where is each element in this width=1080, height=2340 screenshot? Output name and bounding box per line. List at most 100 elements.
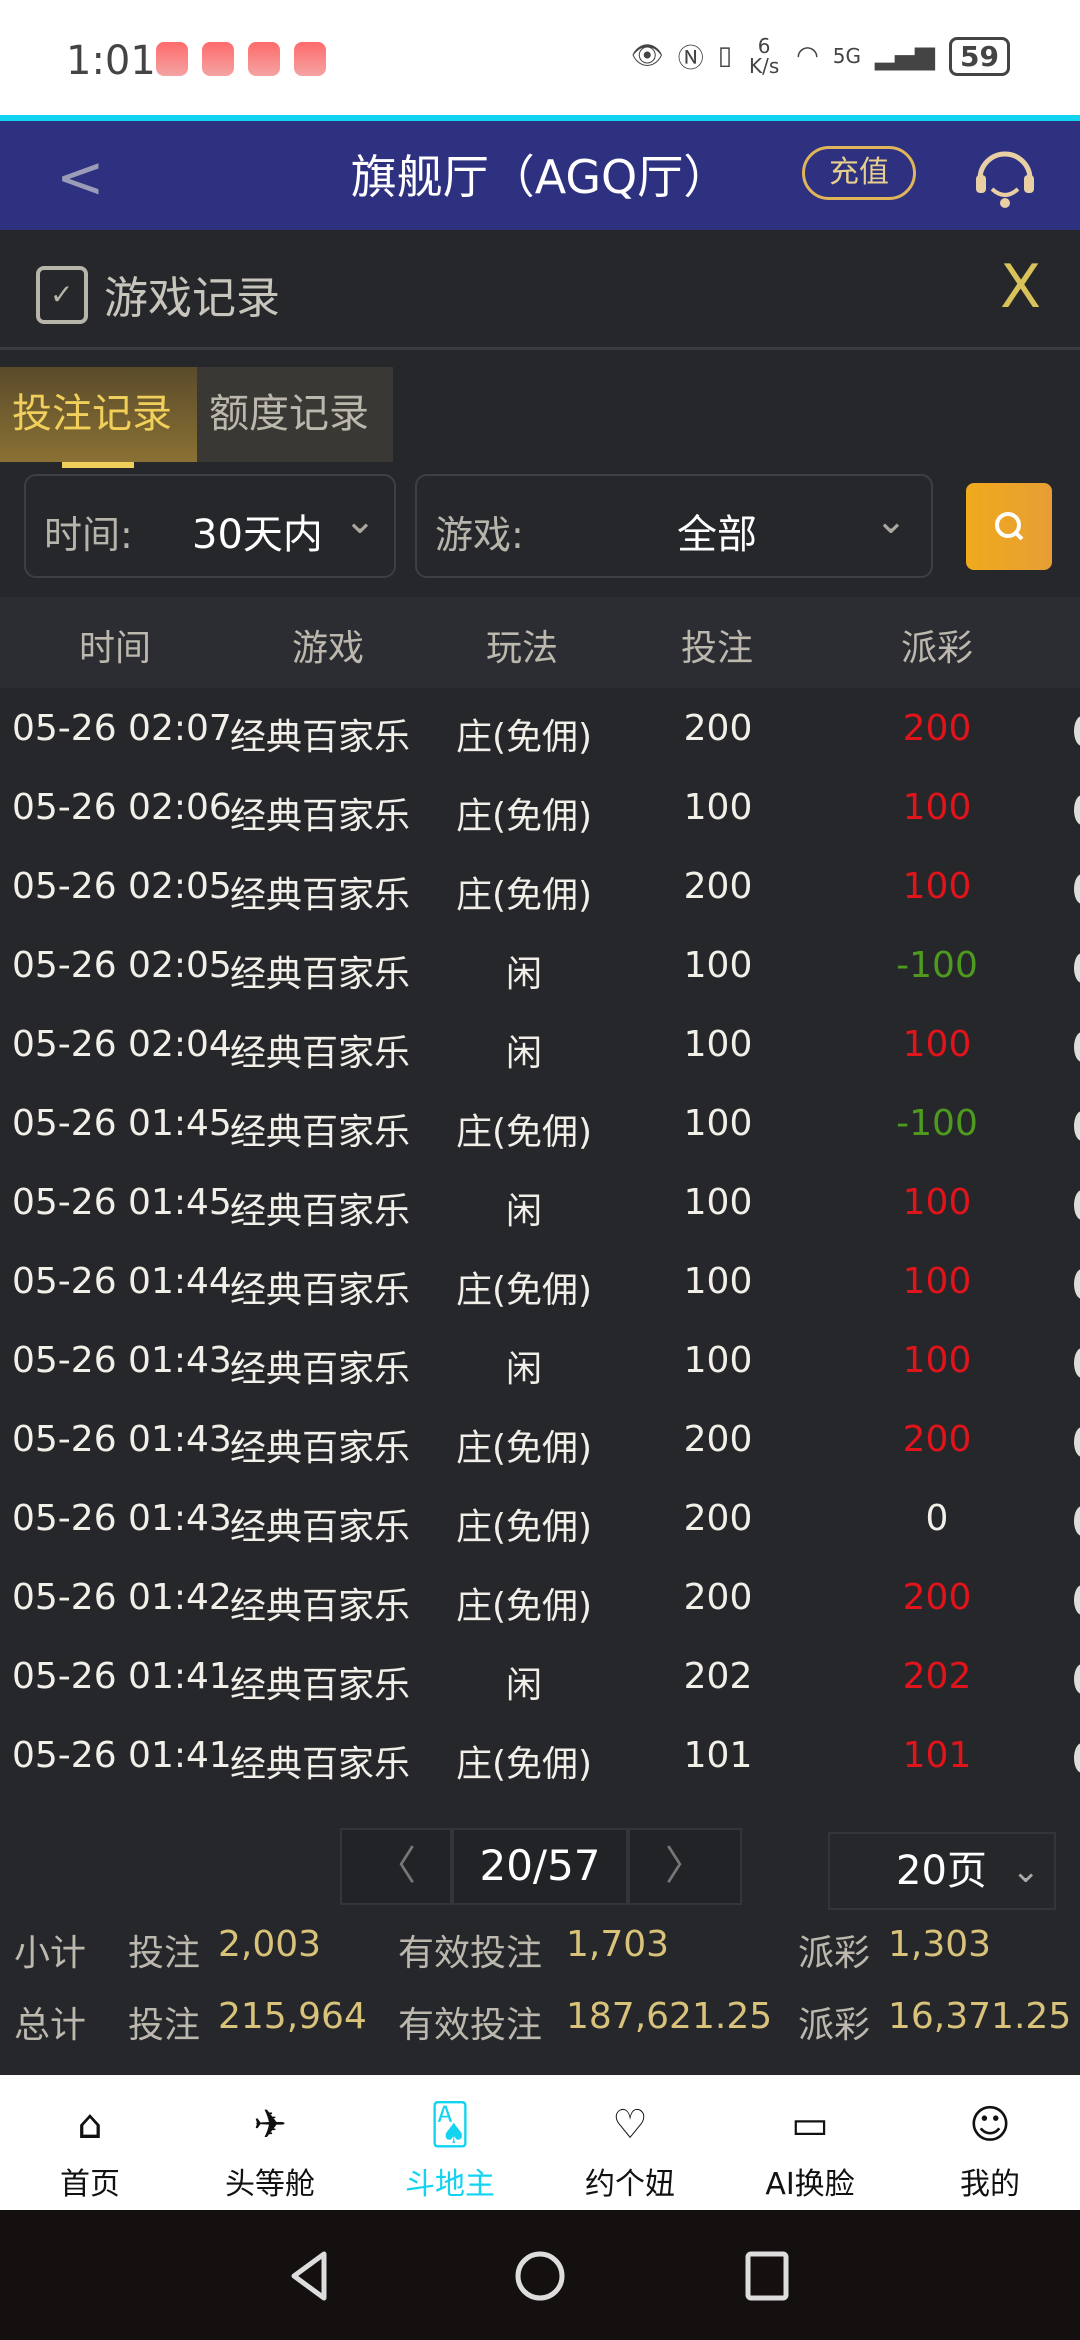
row-payout: 100 (902, 1182, 972, 1223)
system-recents-icon[interactable] (738, 2246, 798, 2306)
row-bet: 101 (683, 1735, 753, 1776)
row-game: 经典百家乐 (230, 796, 411, 837)
active-tab-indicator (62, 462, 134, 468)
row-play: 闲 (505, 1665, 543, 1706)
search-button[interactable] (966, 483, 1052, 570)
row-overflow-indicator (1074, 1743, 1080, 1773)
nav-item-0[interactable]: ⌂ 首页 (0, 2075, 180, 2210)
row-time: 05-26 02:05 (12, 945, 232, 986)
subtotal-bet-label: 投注 (128, 1933, 201, 1974)
app-notification-icon (248, 42, 280, 76)
back-icon[interactable]: < (56, 143, 105, 211)
row-game: 经典百家乐 (230, 875, 411, 916)
row-play: 庄(免佣) (455, 1507, 593, 1548)
total-bet-label: 投注 (128, 2005, 201, 2046)
eye-icon: 👁 (630, 41, 664, 71)
nav-item-label: 头等舱 (225, 2167, 315, 2202)
table-row: 05-26 01:44 经典百家乐 庄(免佣) 100 100 (0, 1243, 1080, 1322)
prev-page-button[interactable]: 〈 (340, 1828, 452, 1905)
row-bet: 200 (683, 1419, 753, 1460)
row-time: 05-26 01:44 (12, 1261, 232, 1302)
nav-item-2[interactable]: 🂡 斗地主 (360, 2075, 540, 2210)
table-row: 05-26 02:07 经典百家乐 庄(免佣) 200 200 (0, 690, 1080, 769)
column-header-game: 游戏 (291, 628, 365, 669)
row-overflow-indicator (1074, 795, 1080, 825)
game-filter-select[interactable]: 游戏: 全部 ⌄ (415, 474, 933, 578)
row-time: 05-26 01:43 (12, 1340, 232, 1381)
tab-credit-records[interactable]: 额度记录 (197, 367, 393, 462)
row-play: 庄(免佣) (455, 1112, 593, 1153)
row-play: 闲 (505, 954, 543, 995)
nav-item-label: AI换脸 (765, 2167, 855, 2202)
total-valid-label: 有效投注 (398, 2005, 543, 2046)
table-header: 时间 游戏 玩法 投注 派彩 (0, 597, 1080, 688)
total-label: 总计 (14, 2005, 87, 2046)
customer-service-icon[interactable] (970, 141, 1040, 211)
nav-item-label: 斗地主 (405, 2167, 495, 2202)
subtotal-valid: 1,703 (566, 1924, 670, 1965)
close-icon[interactable]: X (1000, 252, 1042, 322)
row-play: 庄(免佣) (455, 1270, 593, 1311)
subtotal-label: 小计 (14, 1933, 87, 1974)
row-payout: 100 (902, 787, 972, 828)
row-payout: -100 (896, 945, 978, 986)
table-row: 05-26 01:43 经典百家乐 庄(免佣) 200 200 (0, 1401, 1080, 1480)
row-play: 庄(免佣) (455, 1586, 593, 1627)
row-play: 庄(免佣) (455, 796, 593, 837)
row-game: 经典百家乐 (230, 1270, 411, 1311)
table-row: 05-26 01:41 经典百家乐 庄(免佣) 101 101 (0, 1717, 1080, 1796)
subtotal-payout-label: 派彩 (798, 1933, 871, 1974)
user-icon: ☺ (969, 2102, 1011, 2148)
table-row: 05-26 01:45 经典百家乐 庄(免佣) 100 -100 (0, 1085, 1080, 1164)
chevron-down-icon: ⌄ (1011, 1851, 1041, 1891)
nav-item-5[interactable]: ☺ 我的 (900, 2075, 1080, 2210)
row-overflow-indicator (1074, 1427, 1080, 1457)
table-row: 05-26 01:45 经典百家乐 闲 100 100 (0, 1164, 1080, 1243)
table-row: 05-26 01:43 经典百家乐 闲 100 100 (0, 1322, 1080, 1401)
table-row: 05-26 01:41 经典百家乐 闲 202 202 (0, 1638, 1080, 1717)
row-bet: 200 (683, 1577, 753, 1618)
row-game: 经典百家乐 (230, 954, 411, 995)
subtotal-valid-label: 有效投注 (398, 1933, 543, 1974)
table-row: 05-26 01:42 经典百家乐 庄(免佣) 200 200 (0, 1559, 1080, 1638)
cards-icon: 🂡 (429, 2102, 471, 2148)
row-payout: 100 (902, 1261, 972, 1302)
row-bet: 202 (683, 1656, 753, 1697)
row-overflow-indicator (1074, 716, 1080, 746)
plane-badge-icon: ✈ (253, 2102, 287, 2148)
game-filter-label: 游戏: (435, 513, 524, 557)
nav-item-3[interactable]: ♡ 约个妞 (540, 2075, 720, 2210)
total-row: 总计 投注 215,964 有效投注 187,621.25 派彩 16,371.… (0, 1996, 1080, 2046)
system-back-icon[interactable] (280, 2246, 340, 2306)
row-game: 经典百家乐 (230, 1665, 411, 1706)
row-overflow-indicator (1074, 1269, 1080, 1299)
clipboard-check-icon: ✓ (36, 266, 88, 324)
tab-bet-records[interactable]: 投注记录 (0, 367, 197, 462)
time-filter-select[interactable]: 时间: 30天内 ⌄ (24, 474, 396, 578)
table-row: 05-26 02:06 经典百家乐 庄(免佣) 100 100 (0, 769, 1080, 848)
table-row: 05-26 02:05 经典百家乐 闲 100 -100 (0, 927, 1080, 1006)
next-page-button[interactable]: 〉 (628, 1828, 742, 1905)
row-payout: 100 (902, 1340, 972, 1381)
row-time: 05-26 01:42 (12, 1577, 232, 1618)
subtotal-payout: 1,303 (888, 1924, 992, 1965)
heart-chat-icon: ♡ (612, 2102, 648, 2148)
row-time: 05-26 01:45 (12, 1182, 232, 1223)
page-title: 旗舰厅（AGQ厅） (350, 150, 730, 204)
row-game: 经典百家乐 (230, 1428, 411, 1469)
row-play: 闲 (505, 1033, 543, 1074)
page-size-select[interactable]: 20页 ⌄ (828, 1832, 1056, 1910)
recharge-button[interactable]: 充值 (802, 146, 916, 200)
nav-item-1[interactable]: ✈ 头等舱 (180, 2075, 360, 2210)
row-payout: 101 (902, 1735, 972, 1776)
system-home-icon[interactable] (510, 2246, 570, 2306)
row-bet: 100 (683, 1182, 753, 1223)
row-play: 庄(免佣) (455, 1428, 593, 1469)
app-notification-icon (202, 42, 234, 76)
row-payout: 100 (902, 866, 972, 907)
row-overflow-indicator (1074, 1506, 1080, 1536)
table-row: 05-26 01:43 经典百家乐 庄(免佣) 200 0 (0, 1480, 1080, 1559)
status-bar: 1:01 👁 Ⓝ ▯ 6 K/s ◠ 5G ▂▄▆ 59 (0, 0, 1080, 115)
row-game: 经典百家乐 (230, 1586, 411, 1627)
nav-item-4[interactable]: ▭ AI换脸 (720, 2075, 900, 2210)
